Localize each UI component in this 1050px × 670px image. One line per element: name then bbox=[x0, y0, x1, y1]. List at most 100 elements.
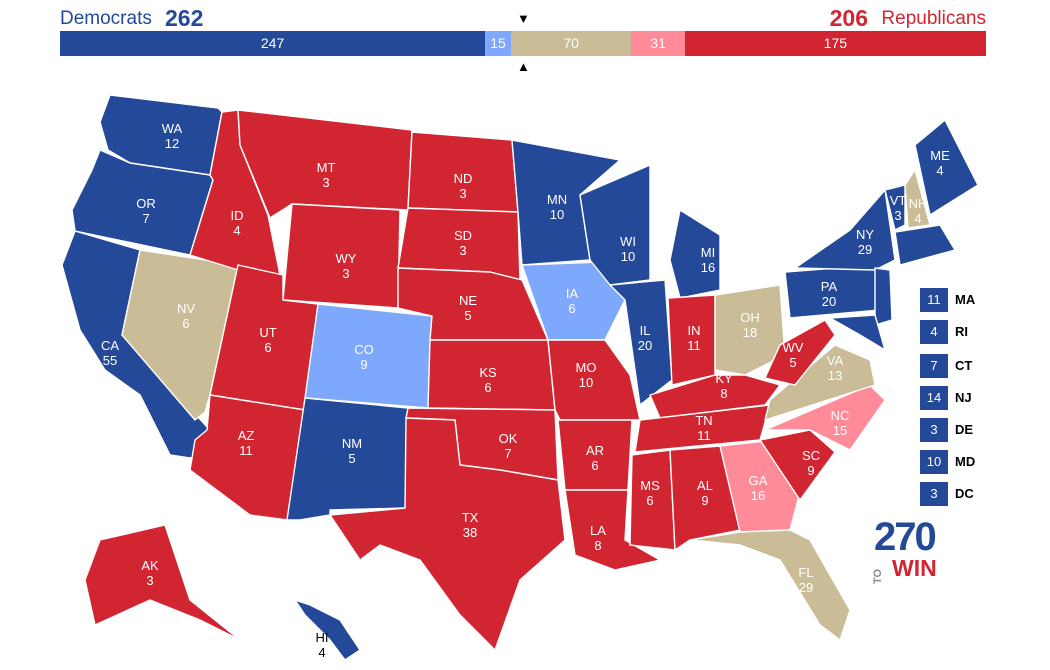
state-label-CO: CO bbox=[354, 342, 374, 357]
state-votes-GA: 16 bbox=[751, 488, 765, 503]
state-votes-HI: 4 bbox=[318, 645, 325, 660]
state-label-UT: UT bbox=[259, 325, 276, 340]
state-NE-REGION[interactable] bbox=[894, 224, 956, 266]
state-label-WA: WA bbox=[162, 121, 183, 136]
state-votes-ME: 4 bbox=[936, 163, 943, 178]
state-FL[interactable] bbox=[689, 529, 851, 641]
state-label-OH: OH bbox=[740, 310, 760, 325]
state-TX[interactable] bbox=[329, 417, 566, 651]
tally-segment-2: 70 bbox=[510, 31, 632, 56]
state-votes-CO: 9 bbox=[360, 357, 367, 372]
state-votes-CA: 55 bbox=[103, 353, 117, 368]
state-label-AL: AL bbox=[697, 478, 713, 493]
democrats-label: Democrats bbox=[60, 8, 152, 29]
tally-segment-0: 247 bbox=[60, 31, 486, 56]
state-votes-IL: 20 bbox=[638, 338, 652, 353]
state-votes-AR: 6 bbox=[591, 458, 598, 473]
state-label-OR: OR bbox=[136, 196, 156, 211]
small-state-votes-MA: 11 bbox=[920, 288, 948, 312]
state-OH[interactable] bbox=[714, 284, 786, 376]
state-NY[interactable] bbox=[794, 189, 896, 271]
state-MI[interactable] bbox=[669, 209, 721, 299]
state-HI[interactable] bbox=[294, 599, 361, 661]
state-label-VT: VT bbox=[890, 193, 907, 208]
state-votes-IN: 11 bbox=[687, 338, 701, 353]
state-LA[interactable] bbox=[564, 489, 661, 571]
small-state-abbr-DC: DC bbox=[955, 486, 974, 501]
state-label-IN: IN bbox=[688, 323, 701, 338]
state-votes-NE: 5 bbox=[464, 308, 471, 323]
state-label-GA: GA bbox=[749, 473, 768, 488]
tally-segment-1: 15 bbox=[485, 31, 511, 56]
state-votes-MO: 10 bbox=[579, 375, 593, 390]
small-state-NJ[interactable]: 14 NJ bbox=[920, 386, 990, 410]
state-label-NC: NC bbox=[831, 408, 850, 423]
state-votes-OK: 7 bbox=[504, 446, 511, 461]
state-votes-OR: 7 bbox=[142, 211, 149, 226]
state-MD[interactable] bbox=[829, 314, 886, 351]
small-state-RI[interactable]: 4 RI bbox=[920, 320, 990, 344]
state-votes-AZ: 11 bbox=[239, 443, 253, 458]
small-state-DC[interactable]: 3 DC bbox=[920, 482, 990, 506]
state-votes-WI: 10 bbox=[621, 249, 635, 264]
small-state-votes-CT: 7 bbox=[920, 354, 948, 378]
small-state-MA[interactable]: 11 MA bbox=[920, 288, 990, 312]
small-state-votes-DE: 3 bbox=[920, 418, 948, 442]
state-NJ[interactable] bbox=[874, 267, 893, 326]
small-state-abbr-DE: DE bbox=[955, 422, 974, 437]
state-VT[interactable] bbox=[884, 184, 906, 231]
state-label-SC: SC bbox=[802, 448, 820, 463]
state-label-SD: SD bbox=[454, 228, 472, 243]
state-VA[interactable] bbox=[764, 344, 876, 421]
small-state-abbr-CT: CT bbox=[955, 358, 973, 373]
small-state-CT[interactable]: 7 CT bbox=[920, 354, 990, 378]
small-state-MD[interactable]: 10 MD bbox=[920, 450, 990, 474]
state-votes-MN: 10 bbox=[550, 207, 564, 222]
logo-to: TO bbox=[872, 568, 884, 584]
state-WV[interactable] bbox=[764, 319, 836, 386]
state-votes-NY: 29 bbox=[858, 242, 872, 257]
state-votes-MS: 6 bbox=[646, 493, 653, 508]
state-label-HI: HI bbox=[316, 630, 329, 645]
electoral-tally-bar: 247 15 70 31 175 bbox=[60, 31, 986, 56]
state-votes-AK: 3 bbox=[146, 573, 153, 588]
state-votes-PA: 20 bbox=[822, 294, 836, 309]
state-label-AK: AK bbox=[141, 558, 159, 573]
state-votes-VA: 13 bbox=[828, 368, 842, 383]
state-AK[interactable] bbox=[84, 524, 241, 641]
state-label-OK: OK bbox=[499, 431, 518, 446]
state-label-IL: IL bbox=[640, 323, 651, 338]
header: Democrats 262 206 Republicans bbox=[60, 4, 986, 31]
state-votes-MT: 3 bbox=[322, 175, 329, 190]
small-state-DE[interactable]: 3 DE bbox=[920, 418, 990, 442]
logo-win: WIN bbox=[892, 555, 937, 581]
state-label-MO: MO bbox=[576, 360, 597, 375]
state-label-WV: WV bbox=[783, 340, 804, 355]
state-votes-IA: 6 bbox=[568, 301, 575, 316]
state-label-PA: PA bbox=[821, 279, 838, 294]
small-state-abbr-NJ: NJ bbox=[955, 390, 972, 405]
small-state-votes-RI: 4 bbox=[920, 320, 948, 344]
state-ME[interactable] bbox=[914, 119, 979, 216]
state-label-FL: FL bbox=[798, 565, 813, 580]
state-IA[interactable] bbox=[521, 261, 626, 341]
state-votes-NC: 15 bbox=[833, 423, 847, 438]
state-votes-KY: 8 bbox=[720, 386, 727, 401]
state-votes-UT: 6 bbox=[264, 340, 271, 355]
state-MO[interactable] bbox=[547, 339, 641, 421]
state-votes-NH: 4 bbox=[914, 211, 921, 226]
state-label-ME: ME bbox=[930, 148, 950, 163]
state-votes-KS: 6 bbox=[484, 380, 491, 395]
state-label-KS: KS bbox=[479, 365, 497, 380]
state-label-MI: MI bbox=[701, 245, 715, 260]
state-votes-TX: 38 bbox=[463, 525, 477, 540]
state-AL[interactable] bbox=[669, 445, 741, 551]
state-votes-TN: 11 bbox=[697, 428, 711, 443]
majority-marker-down-icon: ▼ bbox=[517, 11, 530, 26]
state-votes-OH: 18 bbox=[743, 325, 757, 340]
tally-segment-4: 175 bbox=[684, 31, 986, 56]
state-SC[interactable] bbox=[759, 429, 836, 501]
state-NH[interactable] bbox=[904, 169, 931, 229]
state-label-NY: NY bbox=[856, 227, 874, 242]
